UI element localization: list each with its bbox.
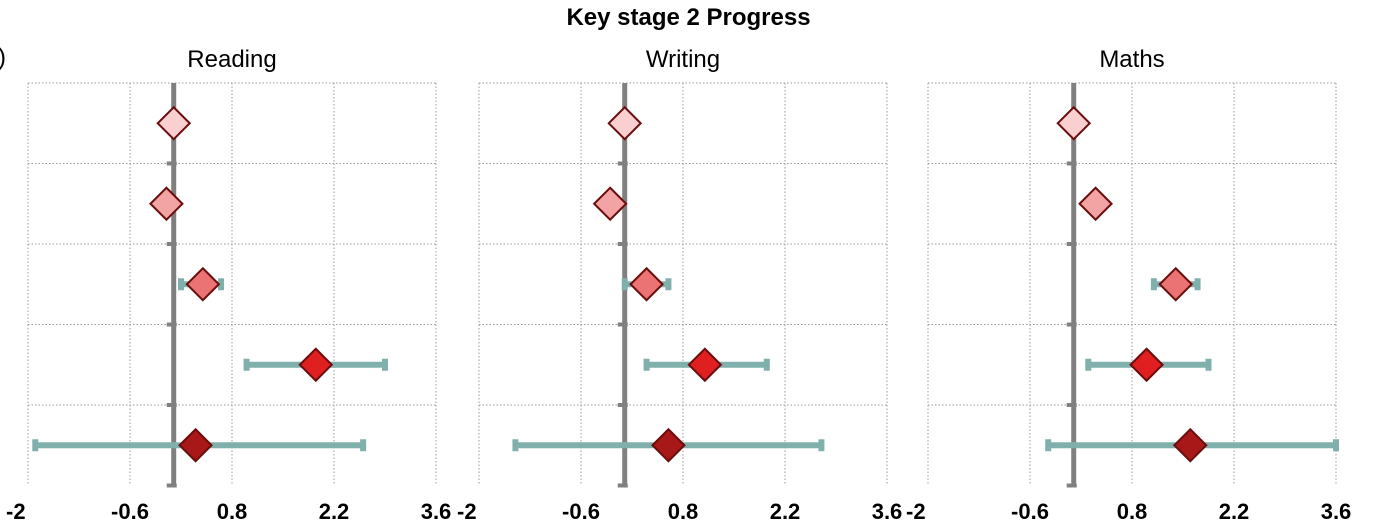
- x-tick-label: 3.6: [872, 499, 903, 524]
- data-point-diamond: [1158, 266, 1194, 302]
- x-tick-label: -2: [906, 499, 926, 524]
- data-point-diamond: [1056, 105, 1092, 141]
- x-tick-label: -0.6: [111, 499, 149, 524]
- panel-title: Reading: [187, 46, 276, 73]
- data-point-diamond: [156, 105, 192, 141]
- x-tick-label: -2: [457, 499, 477, 524]
- x-tick-label: 0.8: [1117, 499, 1148, 524]
- x-tick-label: 3.6: [421, 499, 452, 524]
- panel-title: Writing: [646, 46, 720, 73]
- x-tick-label: 3.6: [1321, 499, 1352, 524]
- data-point-diamond: [1172, 427, 1208, 463]
- x-tick-label: -2: [6, 499, 26, 524]
- x-tick-label: -0.6: [1011, 499, 1049, 524]
- x-tick-label: 0.8: [668, 499, 699, 524]
- data-point-diamond: [178, 427, 213, 463]
- data-point-diamond: [651, 427, 686, 463]
- data-point-diamond: [629, 266, 664, 302]
- panel-title: Maths: [1099, 46, 1164, 73]
- x-tick-label: 2.2: [1219, 499, 1250, 524]
- data-point-diamond: [149, 186, 184, 222]
- left-edge-text: ): [0, 44, 6, 72]
- x-tick-label: -0.6: [562, 499, 600, 524]
- x-tick-label: 2.2: [319, 499, 350, 524]
- chart-title: Key stage 2 Progress: [566, 4, 811, 31]
- x-tick-label: 2.2: [770, 499, 801, 524]
- data-point-diamond: [298, 347, 334, 383]
- data-point-diamond: [607, 105, 643, 141]
- data-point-diamond: [1129, 347, 1164, 383]
- x-tick-label: 0.8: [217, 499, 248, 524]
- data-point-diamond: [592, 186, 628, 222]
- data-point-diamond: [185, 266, 221, 302]
- data-point-diamond: [1078, 186, 1113, 222]
- data-point-diamond: [687, 347, 723, 383]
